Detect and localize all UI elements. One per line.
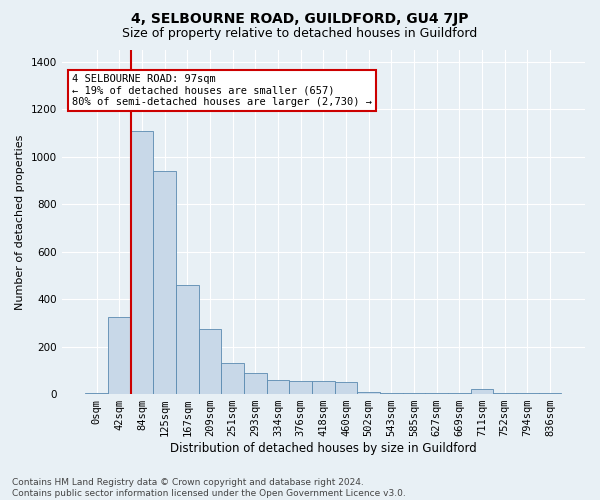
Bar (448, 393, 470, 394)
Text: Contains HM Land Registry data © Crown copyright and database right 2024.
Contai: Contains HM Land Registry data © Crown c… (12, 478, 406, 498)
Bar (108, 317, 131, 394)
Bar (176, 285, 199, 394)
Bar (335, 382, 358, 394)
Bar (493, 393, 516, 394)
Bar (358, 392, 380, 394)
Bar (221, 363, 244, 394)
Text: 4, SELBOURNE ROAD, GUILDFORD, GU4 7JP: 4, SELBOURNE ROAD, GUILDFORD, GU4 7JP (131, 12, 469, 26)
Bar (403, 393, 425, 394)
Bar (244, 372, 266, 394)
Bar (470, 390, 493, 394)
Bar (154, 171, 176, 394)
Bar (516, 393, 539, 394)
Text: 4 SELBOURNE ROAD: 97sqm
← 19% of detached houses are smaller (657)
80% of semi-d: 4 SELBOURNE ROAD: 97sqm ← 19% of detache… (72, 74, 372, 108)
X-axis label: Distribution of detached houses by size in Guildford: Distribution of detached houses by size … (170, 442, 477, 455)
Text: Size of property relative to detached houses in Guildford: Size of property relative to detached ho… (122, 28, 478, 40)
Bar (131, 130, 154, 394)
Bar (266, 380, 289, 394)
Bar (85, 393, 108, 394)
Bar (289, 381, 312, 394)
Y-axis label: Number of detached properties: Number of detached properties (15, 134, 25, 310)
Bar (312, 381, 335, 394)
Bar (380, 393, 403, 394)
Bar (539, 393, 561, 394)
Bar (425, 393, 448, 394)
Bar (199, 329, 221, 394)
